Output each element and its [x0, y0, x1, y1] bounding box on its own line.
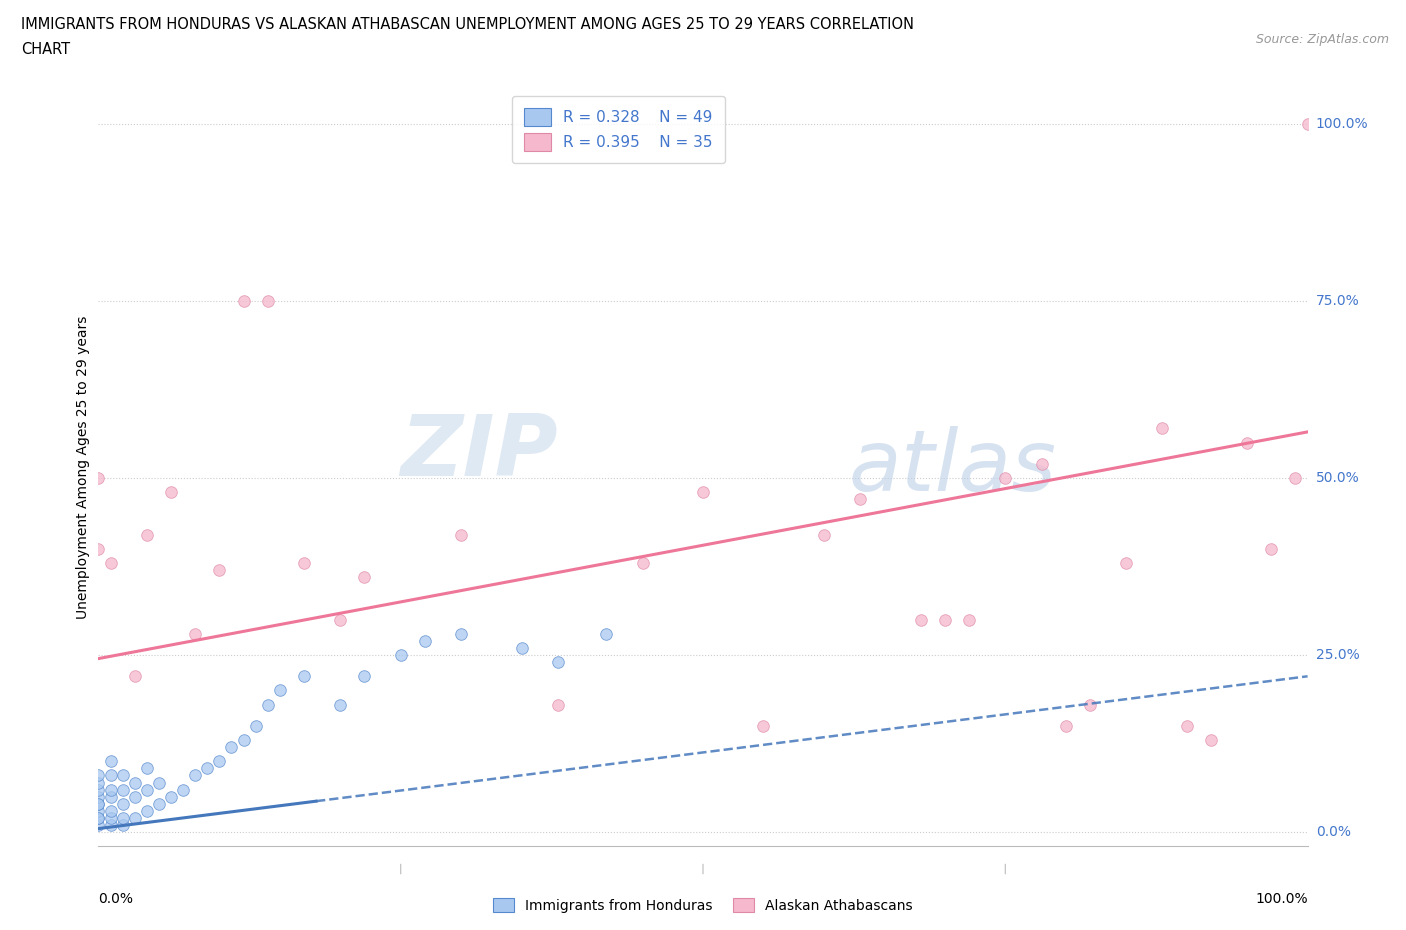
Y-axis label: Unemployment Among Ages 25 to 29 years: Unemployment Among Ages 25 to 29 years	[76, 315, 90, 619]
Point	[1296, 116, 1319, 131]
Point	[450, 527, 472, 542]
Point	[256, 294, 278, 309]
Point	[1199, 733, 1222, 748]
Point	[208, 754, 231, 769]
Point	[172, 782, 194, 797]
Text: 75.0%: 75.0%	[1316, 294, 1360, 308]
Text: 100.0%: 100.0%	[1256, 892, 1308, 906]
Point	[87, 541, 110, 556]
Point	[1031, 457, 1053, 472]
Point	[184, 768, 207, 783]
Text: 100.0%: 100.0%	[1316, 117, 1368, 131]
Point	[100, 555, 122, 570]
Point	[934, 612, 956, 627]
Point	[124, 669, 146, 684]
Point	[100, 804, 122, 818]
Point	[292, 669, 315, 684]
Point	[100, 817, 122, 832]
Point	[111, 782, 134, 797]
Point	[111, 768, 134, 783]
Point	[87, 804, 110, 818]
Point	[849, 492, 872, 507]
Point	[256, 698, 278, 712]
Point	[1078, 698, 1101, 712]
Point	[450, 626, 472, 641]
Text: IMMIGRANTS FROM HONDURAS VS ALASKAN ATHABASCAN UNEMPLOYMENT AMONG AGES 25 TO 29 : IMMIGRANTS FROM HONDURAS VS ALASKAN ATHA…	[21, 17, 914, 32]
Point	[631, 555, 654, 570]
Point	[329, 612, 352, 627]
Legend: R = 0.328    N = 49, R = 0.395    N = 35: R = 0.328 N = 49, R = 0.395 N = 35	[512, 96, 725, 164]
Point	[87, 817, 110, 832]
Point	[1115, 555, 1137, 570]
Point	[124, 775, 146, 790]
Point	[111, 796, 134, 811]
Point	[124, 811, 146, 826]
Point	[292, 555, 315, 570]
Point	[100, 754, 122, 769]
Point	[195, 761, 218, 776]
Point	[135, 782, 157, 797]
Point	[1175, 719, 1198, 734]
Point	[1152, 421, 1174, 436]
Point	[87, 811, 110, 826]
Point	[547, 698, 569, 712]
Point	[160, 790, 183, 804]
Point	[595, 626, 617, 641]
Point	[221, 739, 243, 754]
Text: 0.0%: 0.0%	[98, 892, 134, 906]
Point	[87, 768, 110, 783]
Point	[269, 683, 291, 698]
Point	[813, 527, 835, 542]
Text: ZIP: ZIP	[401, 411, 558, 494]
Point	[100, 782, 122, 797]
Point	[135, 761, 157, 776]
Point	[87, 782, 110, 797]
Point	[111, 811, 134, 826]
Point	[148, 796, 170, 811]
Point	[124, 790, 146, 804]
Text: Source: ZipAtlas.com: Source: ZipAtlas.com	[1256, 33, 1389, 46]
Point	[510, 641, 533, 656]
Text: atlas: atlas	[848, 426, 1056, 509]
Point	[87, 796, 110, 811]
Point	[100, 790, 122, 804]
Point	[160, 485, 183, 499]
Point	[413, 633, 436, 648]
Point	[87, 790, 110, 804]
Point	[245, 719, 267, 734]
Point	[1236, 435, 1258, 450]
Point	[1284, 471, 1306, 485]
Point	[232, 733, 254, 748]
Point	[547, 655, 569, 670]
Point	[135, 527, 157, 542]
Point	[353, 669, 375, 684]
Point	[148, 775, 170, 790]
Point	[100, 768, 122, 783]
Text: 25.0%: 25.0%	[1316, 648, 1360, 662]
Text: 50.0%: 50.0%	[1316, 471, 1360, 485]
Legend: Immigrants from Honduras, Alaskan Athabascans: Immigrants from Honduras, Alaskan Athaba…	[488, 893, 918, 919]
Point	[111, 817, 134, 832]
Point	[100, 811, 122, 826]
Point	[752, 719, 775, 734]
Text: 0.0%: 0.0%	[1316, 825, 1351, 839]
Point	[87, 811, 110, 826]
Point	[1054, 719, 1077, 734]
Point	[910, 612, 932, 627]
Point	[329, 698, 352, 712]
Point	[994, 471, 1017, 485]
Point	[135, 804, 157, 818]
Point	[692, 485, 714, 499]
Point	[389, 647, 412, 662]
Point	[87, 471, 110, 485]
Point	[957, 612, 980, 627]
Point	[184, 626, 207, 641]
Text: CHART: CHART	[21, 42, 70, 57]
Point	[353, 570, 375, 585]
Point	[87, 775, 110, 790]
Point	[208, 563, 231, 578]
Point	[232, 294, 254, 309]
Point	[87, 796, 110, 811]
Point	[1260, 541, 1282, 556]
